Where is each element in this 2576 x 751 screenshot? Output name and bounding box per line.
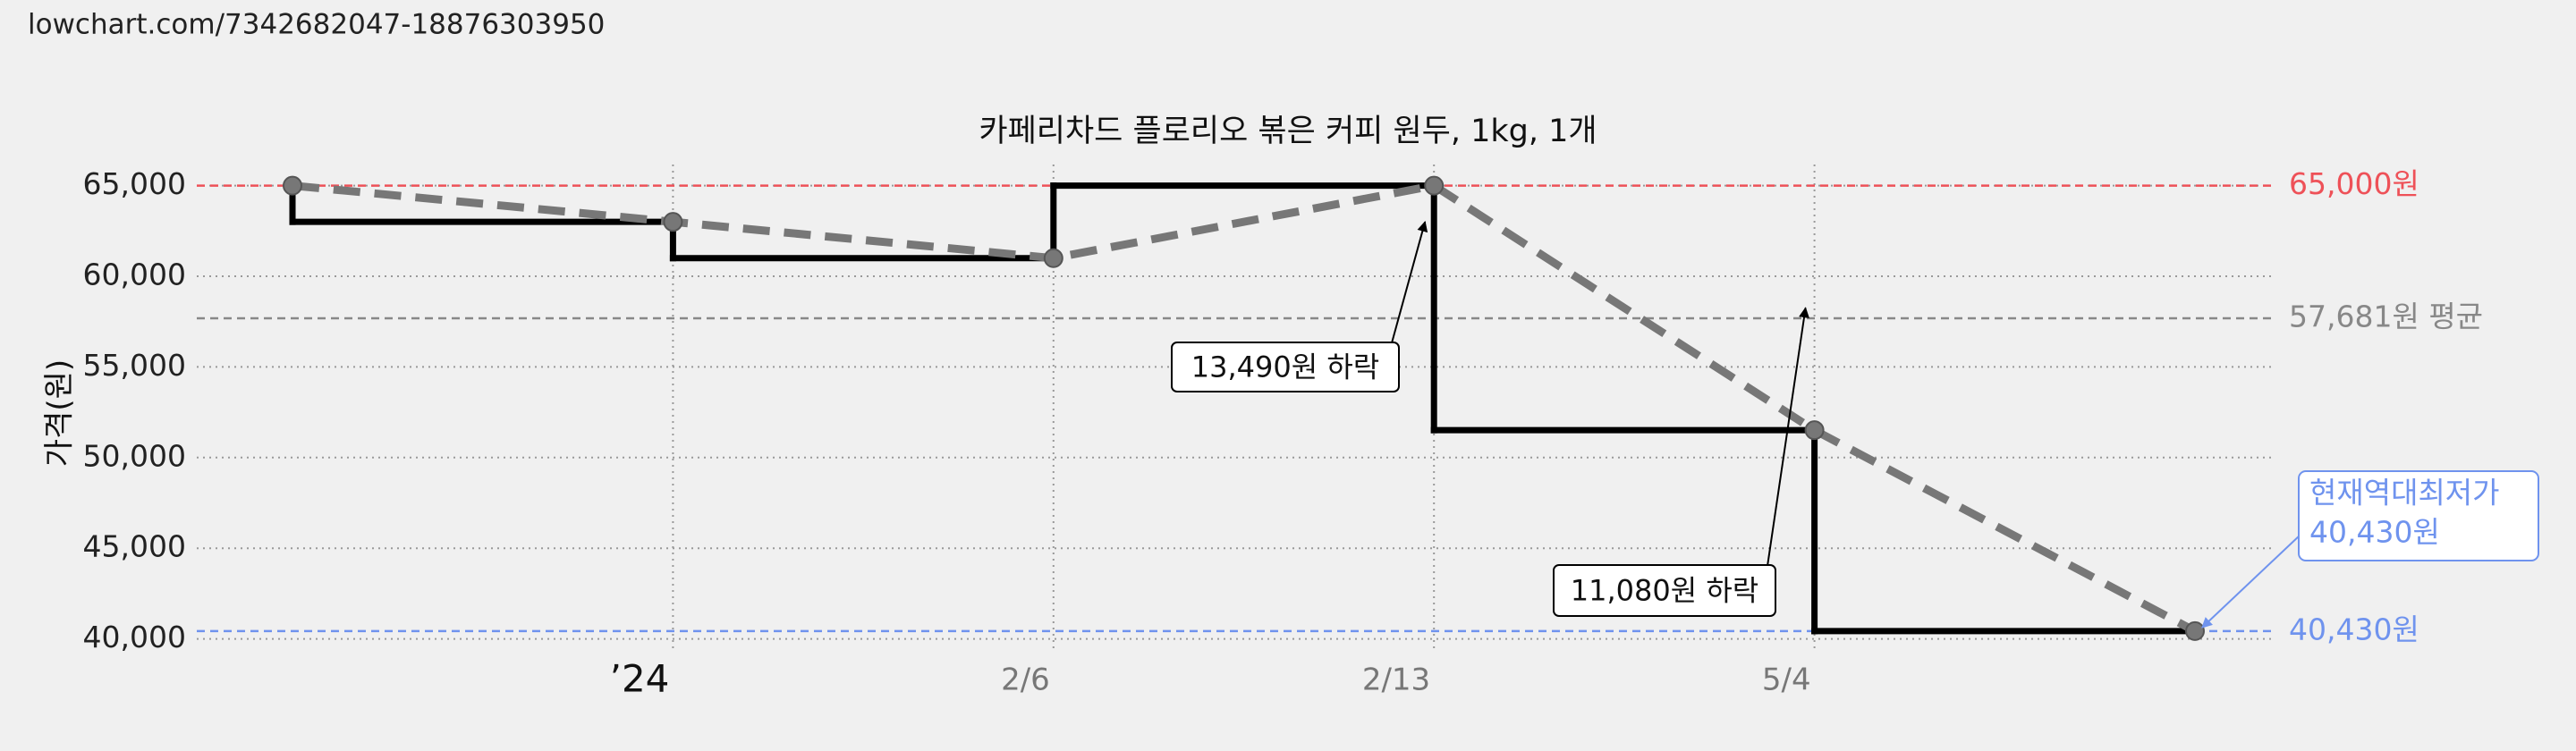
point [1804, 420, 1825, 441]
url: lowchart.com/7342682047-18876303950 [28, 9, 605, 41]
x-tick-label: 2/13 [1362, 662, 1430, 698]
callout-box [2298, 470, 2539, 561]
point [663, 212, 683, 232]
y-tick-label: 40,000 [83, 620, 186, 654]
point [2185, 620, 2205, 641]
chart-title: 카페리차드 플로리오 볶은 커피 원두, 1kg, 1개 [979, 114, 1597, 149]
y-tick-label: 60,000 [83, 257, 186, 292]
callout-text: 40,430원 [2309, 515, 2440, 550]
reference-label: 57,681원 평균 [2289, 300, 2483, 334]
annotation-arrow [1389, 221, 1428, 350]
annotation-box [1171, 342, 1400, 392]
callout-arrow [2201, 534, 2301, 629]
y-tick-label: 55,000 [83, 348, 186, 383]
y-tick-label: 45,000 [83, 529, 186, 564]
callout-text: 현재역대최저가 [2309, 476, 2500, 511]
annotation-box [1553, 564, 1776, 617]
annotation-text: 11,080원 하락 [1571, 574, 1758, 608]
point [1424, 175, 1445, 196]
point [1043, 248, 1063, 268]
x-tick-label: 2/6 [1001, 662, 1050, 698]
x-tick-label: 5/4 [1762, 662, 1811, 698]
annotation-arrow [1766, 307, 1809, 573]
x-tick-label: ’24 [610, 657, 670, 701]
trend-line [292, 181, 2198, 635]
y-tick-label: 65,000 [83, 166, 186, 201]
y-tick-label: 50,000 [83, 438, 186, 473]
reference-label: 40,430원 [2289, 612, 2419, 646]
y-axis-label: 가격(원) [42, 359, 78, 467]
annotation-text: 13,490원 하락 [1191, 350, 1379, 384]
reference-label: 65,000원 [2289, 166, 2419, 201]
point [283, 175, 302, 196]
